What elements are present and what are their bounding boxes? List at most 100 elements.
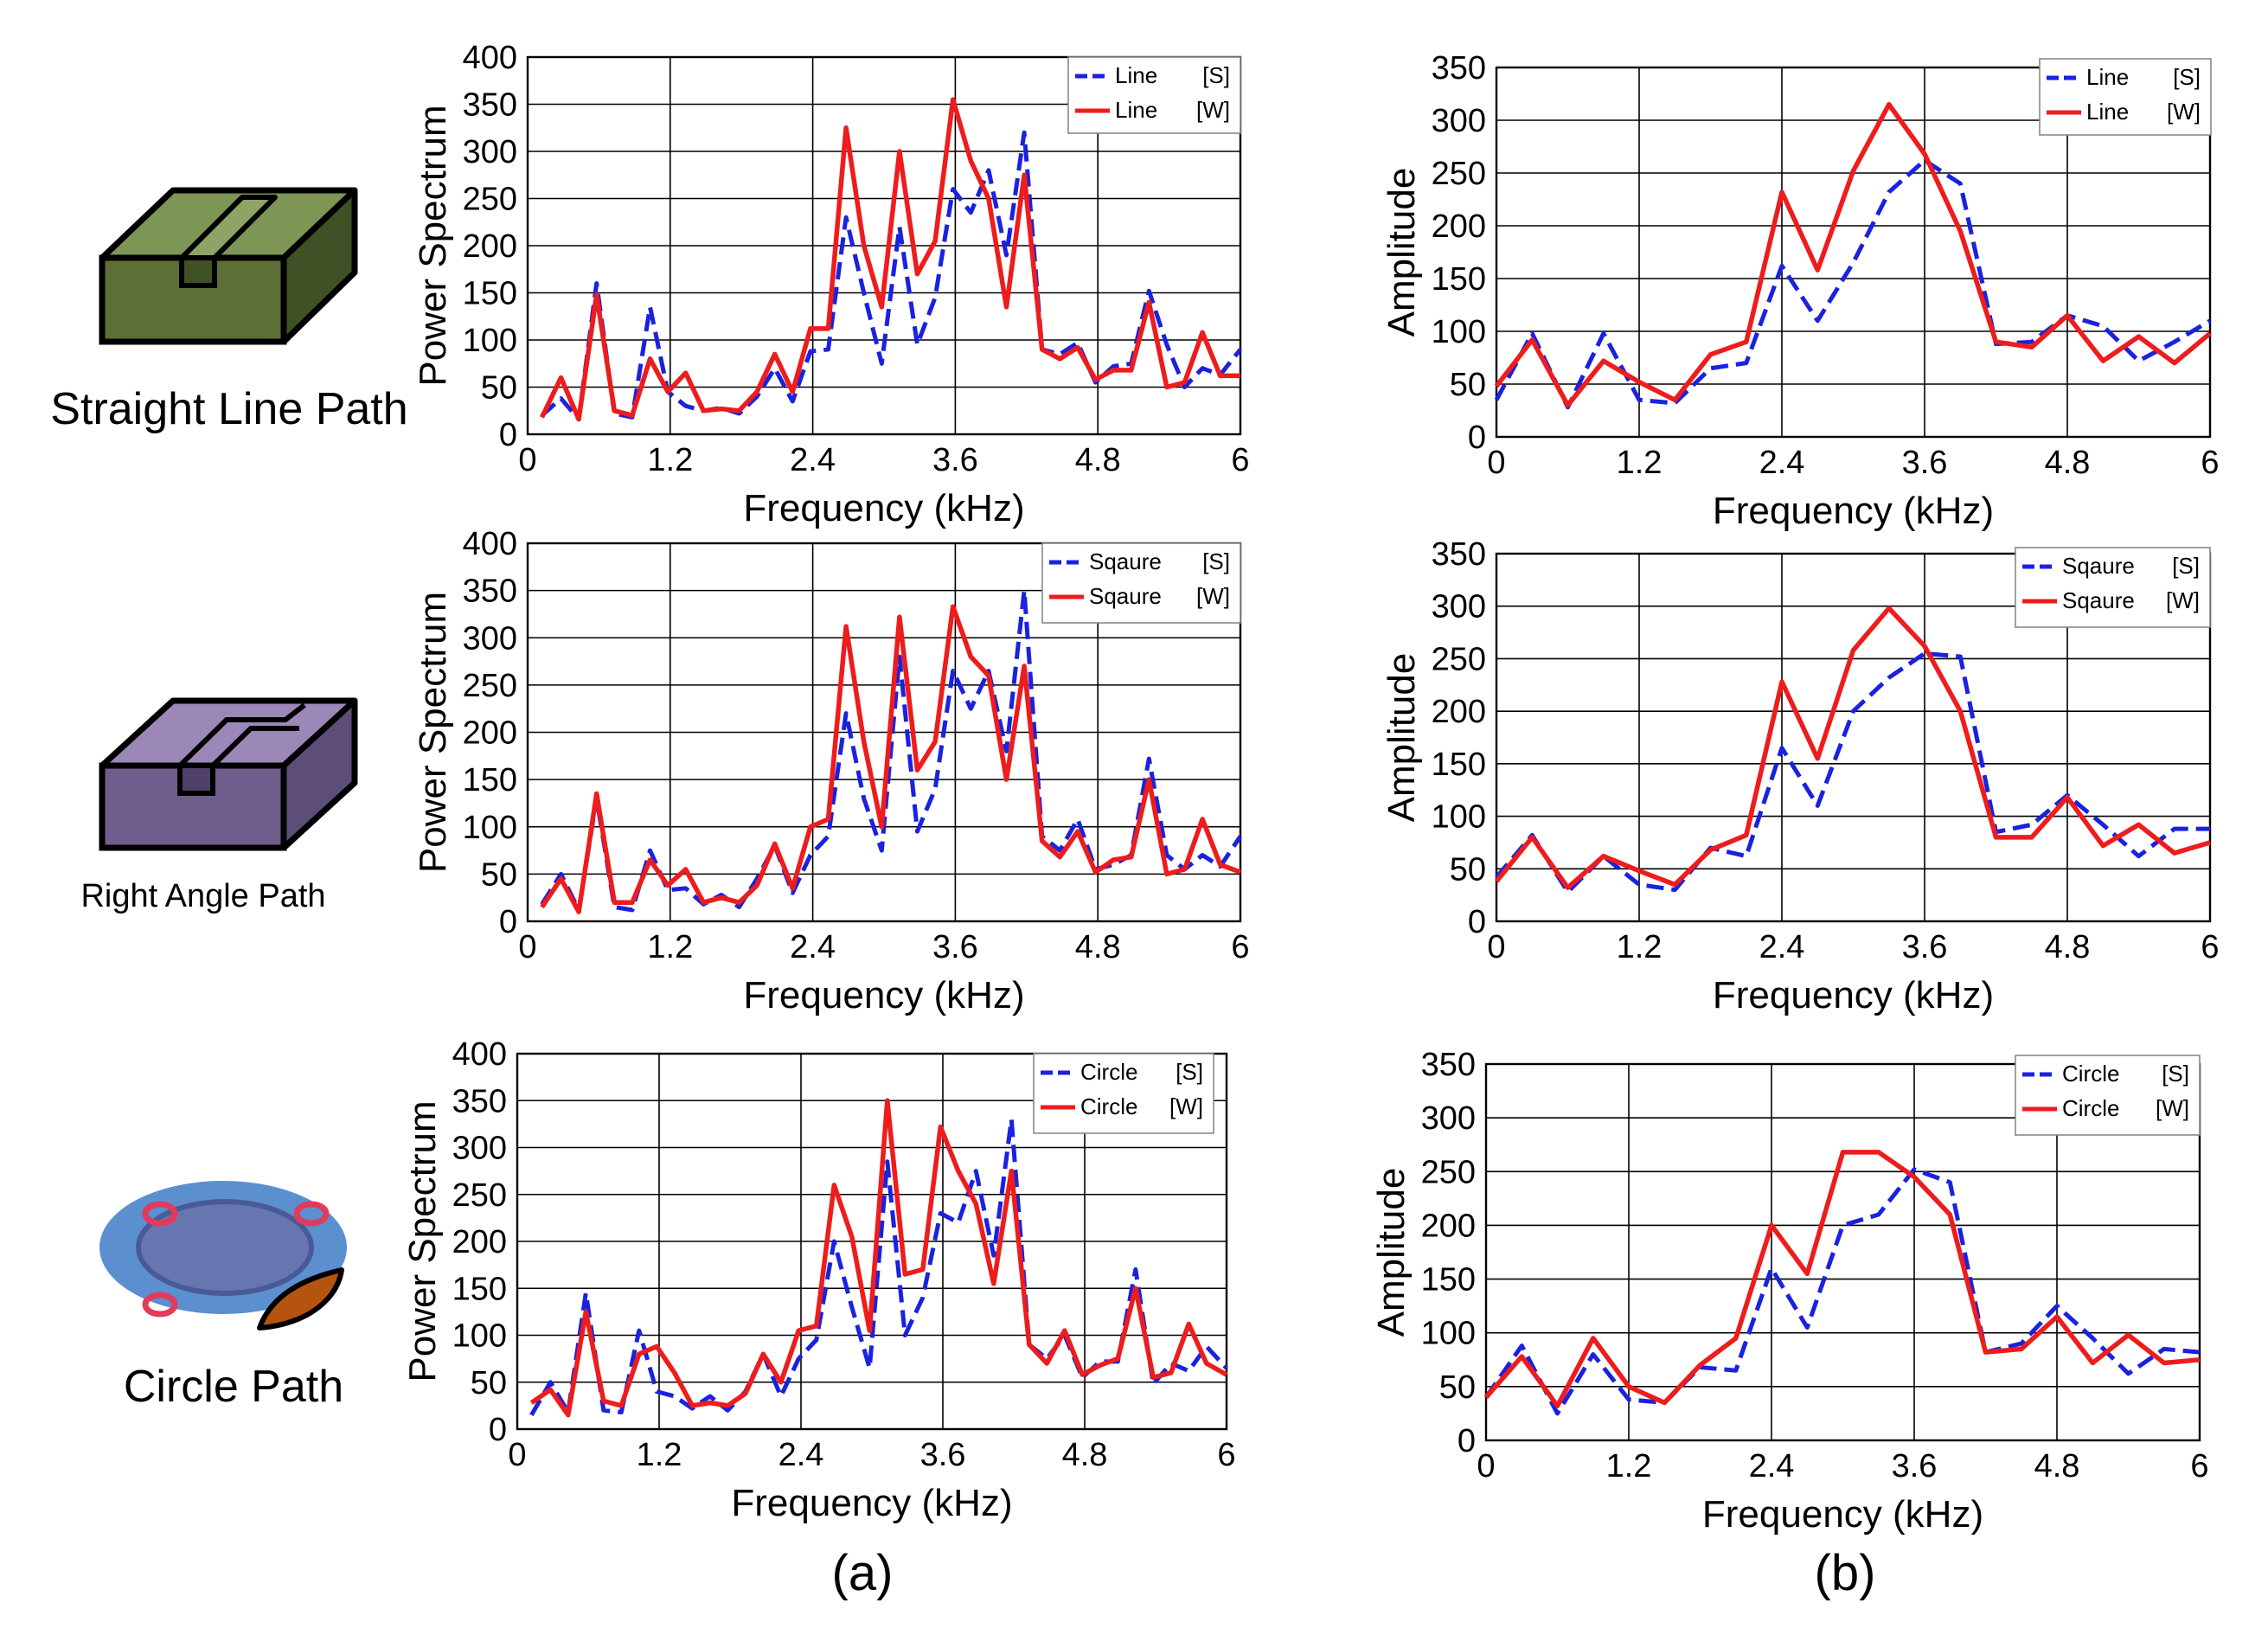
- y-tick-label: 400: [452, 1036, 507, 1073]
- series-line-s: [1494, 157, 2212, 410]
- x-tick-label: 0: [508, 1437, 526, 1473]
- y-tick-label: 50: [471, 1365, 507, 1401]
- y-tick-label: 150: [1432, 261, 1486, 298]
- legend-series-name: Sqaure: [2062, 553, 2135, 579]
- path-label: Straight Line Path: [50, 384, 407, 434]
- y-tick-label: 100: [452, 1318, 507, 1355]
- legend-series-tag: [W]: [1196, 583, 1230, 609]
- y-tick-label: 300: [463, 620, 517, 657]
- x-tick-label: 4.8: [2034, 1448, 2080, 1484]
- caption-a: (a): [832, 1545, 894, 1601]
- x-tick-label: 4.8: [1075, 929, 1121, 965]
- y-tick-label: 100: [463, 323, 517, 359]
- x-axis-label: Frequency (kHz): [1713, 490, 1994, 532]
- y-tick-label: 350: [463, 574, 517, 610]
- x-tick-label: 1.2: [1617, 445, 1663, 481]
- y-tick-label: 0: [499, 904, 517, 940]
- x-tick-label: 1.2: [647, 929, 693, 965]
- y-tick-label: 250: [1432, 641, 1486, 677]
- circle-path-plate-icon: [99, 1181, 347, 1330]
- straight-line-path-illustration: Straight Line Path: [50, 187, 408, 434]
- x-tick-label: 0: [518, 929, 536, 965]
- y-tick-label: 0: [499, 417, 517, 453]
- x-tick-label: 6: [1231, 929, 1249, 965]
- series-line-w: [540, 97, 1240, 422]
- x-axis-label: Frequency (kHz): [1713, 974, 1994, 1016]
- y-tick-label: 300: [1432, 103, 1486, 139]
- x-tick-label: 0: [1487, 929, 1505, 965]
- x-tick-label: 4.8: [1075, 442, 1121, 478]
- legend-series-name: Sqaure: [2062, 587, 2135, 613]
- chart-a-circle: 0 1.2 2.4 3.6 4.8 6050100150200250300350400Fr…: [401, 1036, 1236, 1524]
- y-axis-label: Amplitude: [1381, 653, 1423, 823]
- legend-box: [1067, 56, 1241, 134]
- x-tick-label: 4.8: [2045, 929, 2091, 965]
- y-tick-label: 50: [1450, 851, 1486, 888]
- y-tick-label: 100: [1432, 799, 1486, 836]
- x-tick-label: 6: [2190, 1448, 2208, 1484]
- series-line-s: [1483, 1167, 2201, 1416]
- legend-series-name: Circle: [2062, 1061, 2119, 1087]
- series-line-w: [1483, 1150, 2201, 1408]
- y-tick-label: 150: [1432, 747, 1486, 783]
- legend-series-tag: [S]: [1202, 548, 1230, 574]
- y-tick-label: 300: [1432, 589, 1486, 625]
- legend-series-name: Line: [2086, 99, 2129, 125]
- y-tick-label: 250: [463, 182, 517, 218]
- x-tick-label: 6: [1231, 442, 1249, 478]
- y-axis-label: Power Spectrum: [401, 1100, 444, 1382]
- y-tick-label: 400: [463, 526, 517, 562]
- plot-frame: [516, 1052, 1228, 1431]
- y-tick-label: 250: [1421, 1154, 1476, 1190]
- y-tick-label: 350: [452, 1083, 507, 1119]
- y-tick-label: 250: [1432, 156, 1486, 192]
- y-tick-label: 350: [1432, 536, 1486, 573]
- x-tick-label: 6: [2201, 445, 2219, 481]
- y-tick-label: 200: [1421, 1208, 1476, 1244]
- legend-series-tag: [S]: [1176, 1059, 1203, 1085]
- chart-b-straight-line: 0 1.2 2.4 3.6 4.8 6 0 50 100 150 200 250 300 350 Frequ…: [1381, 50, 2220, 532]
- y-tick-label: 0: [1468, 420, 1486, 456]
- legend-series-name: Line: [2086, 64, 2129, 90]
- y-tick-label: 100: [463, 810, 517, 846]
- legend: Circle [S] Circle [W]: [2015, 1055, 2201, 1136]
- straight-line-path-block-icon: [99, 187, 358, 345]
- series-line-w: [540, 604, 1241, 914]
- x-tick-label: 3.6: [920, 1437, 966, 1473]
- legend-series-name: Sqaure: [1089, 583, 1162, 609]
- chart-b-right-angle: 0 1.2 2.4 3.6 4.8 6 0 50 100 150 200 250 300 350 Frequ…: [1381, 536, 2220, 1016]
- y-tick-label: 0: [1458, 1423, 1476, 1459]
- y-axis-label: Amplitude: [1370, 1168, 1413, 1337]
- x-tick-label: 2.4: [790, 929, 836, 965]
- y-tick-label: 300: [463, 134, 517, 170]
- x-tick-label: 3.6: [1902, 929, 1948, 965]
- y-tick-label: 300: [452, 1131, 507, 1167]
- legend-box: [2039, 58, 2212, 136]
- legend: Circle [S] Circle [W]: [1033, 1053, 1214, 1134]
- x-tick-label: 1.2: [1606, 1448, 1652, 1484]
- plot-frame: [526, 542, 1242, 923]
- x-tick-label: 2.4: [778, 1437, 824, 1473]
- y-tick-label: 100: [1432, 314, 1486, 350]
- legend-box: [1041, 542, 1241, 624]
- y-tick-label: 400: [463, 40, 517, 76]
- legend-series-tag: [W]: [2167, 99, 2201, 125]
- circle-path-illustration: Circle Path: [99, 1181, 347, 1412]
- x-tick-label: 0: [1487, 445, 1505, 481]
- chart-a-straight-line: 0 1.2 2.4 3.6 4.8 6050100150200250300350400Fr…: [412, 40, 1250, 529]
- legend-series-tag: [W]: [2166, 587, 2200, 613]
- x-tick-label: 1.2: [637, 1437, 682, 1473]
- y-tick-label: 100: [1421, 1316, 1476, 1352]
- x-axis-label: Frequency (kHz): [743, 487, 1024, 529]
- path-label: Right Angle Path: [80, 878, 325, 914]
- legend-series-tag: [S]: [1202, 62, 1230, 88]
- y-tick-label: 200: [463, 715, 517, 752]
- y-tick-label: 50: [481, 856, 517, 893]
- y-tick-label: 50: [481, 370, 517, 407]
- legend-series-tag: [S]: [2173, 64, 2201, 90]
- y-tick-label: 250: [463, 668, 517, 704]
- y-tick-label: 0: [1468, 904, 1486, 940]
- x-tick-label: 2.4: [790, 442, 836, 478]
- plot-frame: [1495, 66, 2212, 439]
